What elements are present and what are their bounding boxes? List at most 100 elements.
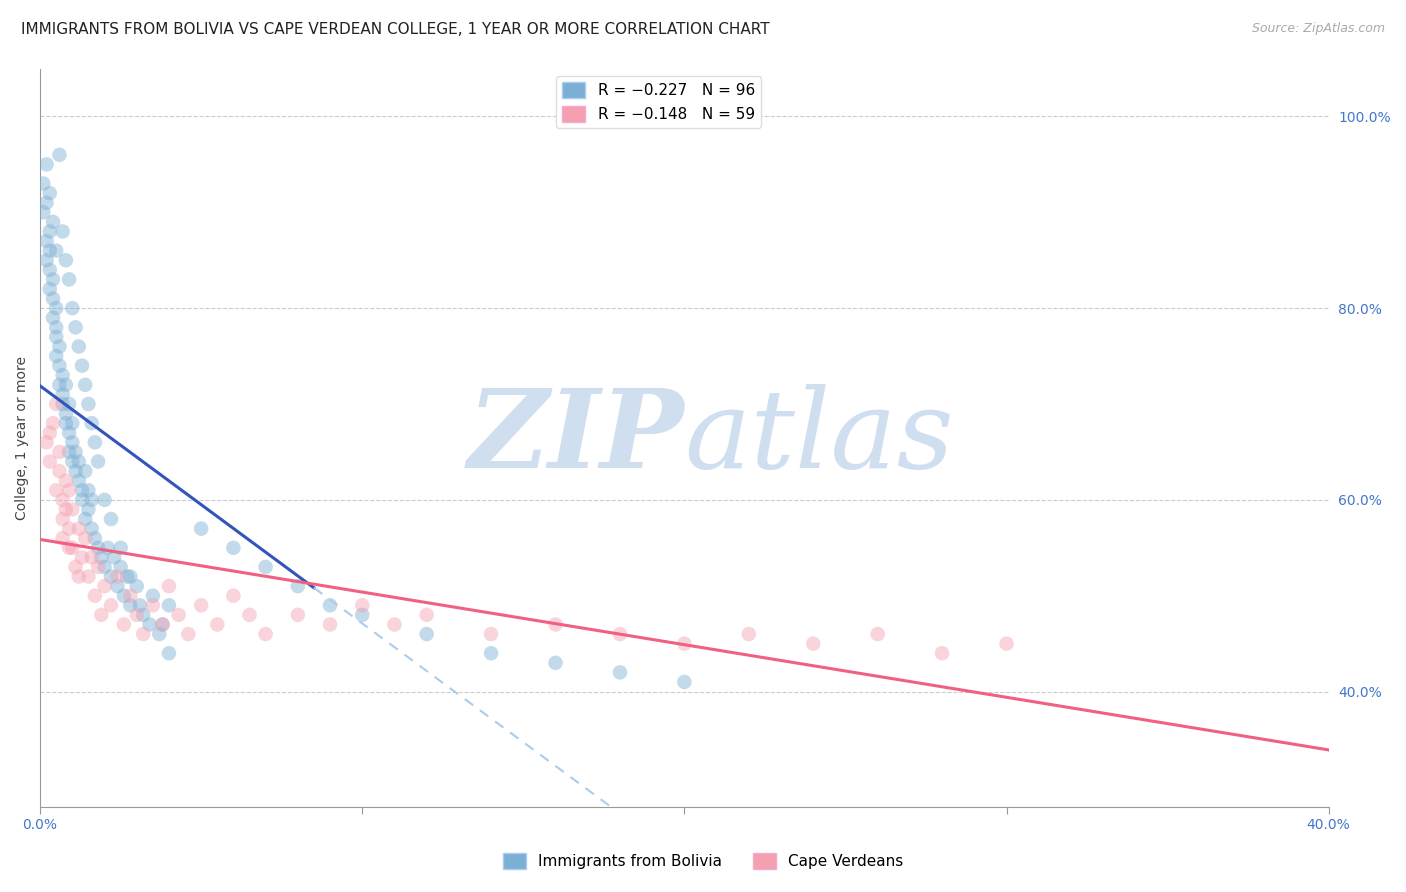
Point	[32, 205, 55, 219]
Point	[60, 416, 83, 430]
Point	[70, 550, 93, 565]
Point	[77, 502, 100, 516]
Point	[177, 627, 200, 641]
Point	[479, 646, 502, 660]
Point	[55, 407, 77, 421]
Point	[152, 617, 174, 632]
Point	[110, 541, 132, 555]
Point	[93, 492, 115, 507]
Point	[60, 541, 83, 555]
Point	[80, 522, 103, 536]
Point	[48, 445, 70, 459]
Point	[738, 627, 761, 641]
Point	[65, 445, 87, 459]
Point	[65, 560, 87, 574]
Point	[65, 320, 87, 334]
Point	[544, 617, 567, 632]
Text: atlas: atlas	[685, 384, 955, 491]
Point	[207, 617, 229, 632]
Point	[107, 569, 129, 583]
Point	[45, 483, 67, 498]
Point	[55, 474, 77, 488]
Point	[112, 617, 135, 632]
Point	[48, 339, 70, 353]
Point	[38, 244, 60, 258]
Point	[35, 234, 58, 248]
Legend: R = −0.227   N = 96, R = −0.148   N = 59: R = −0.227 N = 96, R = −0.148 N = 59	[557, 76, 761, 128]
Point	[67, 454, 90, 468]
Point	[319, 599, 342, 613]
Point	[35, 253, 58, 268]
Point	[60, 502, 83, 516]
Point	[42, 310, 65, 325]
Point	[52, 224, 75, 238]
Point	[238, 607, 260, 622]
Point	[87, 541, 110, 555]
Point	[83, 589, 105, 603]
Point	[52, 397, 75, 411]
Point	[167, 607, 190, 622]
Point	[35, 157, 58, 171]
Point	[152, 617, 174, 632]
Point	[75, 464, 97, 478]
Point	[132, 607, 155, 622]
Point	[287, 607, 309, 622]
Point	[100, 599, 122, 613]
Y-axis label: College, 1 year or more: College, 1 year or more	[15, 356, 30, 519]
Point	[38, 186, 60, 201]
Point	[90, 550, 112, 565]
Point	[67, 522, 90, 536]
Point	[110, 560, 132, 574]
Point	[77, 569, 100, 583]
Point	[995, 637, 1018, 651]
Point	[35, 435, 58, 450]
Point	[38, 454, 60, 468]
Point	[42, 215, 65, 229]
Point	[55, 416, 77, 430]
Point	[609, 627, 631, 641]
Point	[112, 589, 135, 603]
Point	[190, 522, 212, 536]
Point	[58, 483, 80, 498]
Point	[115, 569, 138, 583]
Point	[100, 569, 122, 583]
Point	[67, 339, 90, 353]
Point	[60, 454, 83, 468]
Point	[55, 377, 77, 392]
Point	[931, 646, 953, 660]
Point	[58, 425, 80, 440]
Point	[87, 560, 110, 574]
Point	[38, 282, 60, 296]
Point	[801, 637, 824, 651]
Point	[319, 617, 342, 632]
Point	[48, 377, 70, 392]
Point	[352, 607, 374, 622]
Point	[52, 492, 75, 507]
Point	[120, 589, 142, 603]
Point	[55, 502, 77, 516]
Point	[100, 512, 122, 526]
Point	[97, 541, 120, 555]
Point	[38, 262, 60, 277]
Point	[35, 195, 58, 210]
Point	[673, 637, 696, 651]
Legend: Immigrants from Bolivia, Cape Verdeans: Immigrants from Bolivia, Cape Verdeans	[496, 847, 910, 875]
Point	[58, 522, 80, 536]
Point	[866, 627, 889, 641]
Point	[415, 627, 437, 641]
Text: ZIP: ZIP	[468, 384, 685, 491]
Point	[138, 617, 160, 632]
Point	[254, 627, 277, 641]
Point	[157, 579, 180, 593]
Point	[48, 359, 70, 373]
Point	[93, 560, 115, 574]
Point	[107, 579, 129, 593]
Point	[48, 464, 70, 478]
Point	[77, 483, 100, 498]
Point	[45, 320, 67, 334]
Point	[42, 292, 65, 306]
Point	[67, 474, 90, 488]
Point	[80, 550, 103, 565]
Point	[544, 656, 567, 670]
Point	[58, 397, 80, 411]
